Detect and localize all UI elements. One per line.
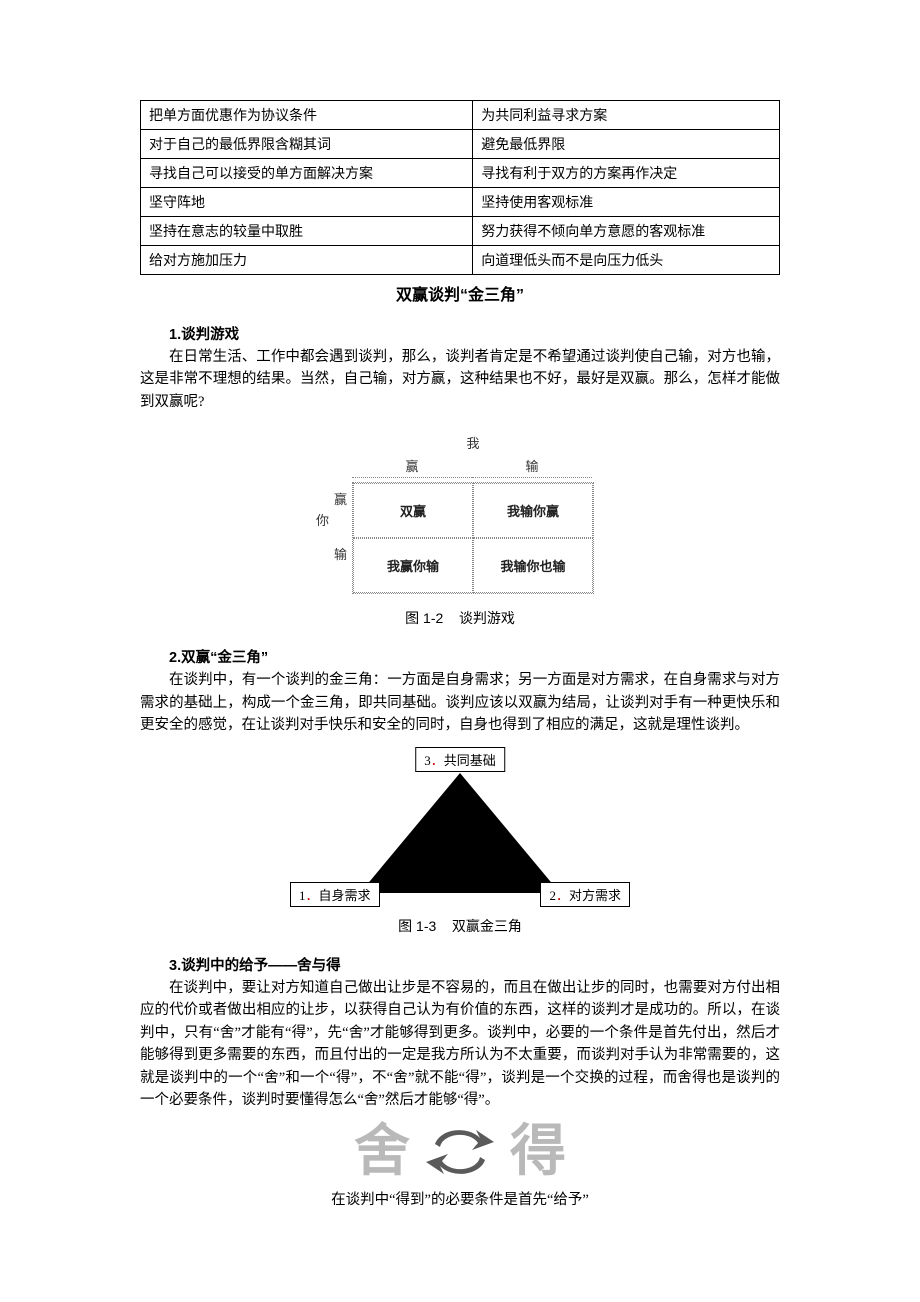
table-row: 对于自己的最低界限含糊其词 避免最低界限 xyxy=(141,130,780,159)
matrix-col-headers: 赢 输 xyxy=(352,456,594,478)
table-caption: 双赢谈判“金三角” xyxy=(140,281,780,305)
matrix-row-labels: 赢 输 xyxy=(334,471,347,581)
triangle-shape xyxy=(360,773,560,893)
matrix-cell: 双赢 xyxy=(353,483,473,538)
figure-caption-text: 谈判游戏 xyxy=(459,610,515,626)
figure-caption-text: 双赢金三角 xyxy=(452,918,522,934)
section-1-heading: 1.谈判游戏 xyxy=(140,323,780,344)
table-cell: 寻找有利于双方的方案再作决定 xyxy=(473,159,780,188)
matrix-cell: 我输你也输 xyxy=(473,538,593,593)
label-dot-icon: ． xyxy=(306,888,319,903)
table-cell: 坚守阵地 xyxy=(141,188,473,217)
table-cell: 为共同利益寻求方案 xyxy=(473,101,780,130)
figure-1-3: 3．共同基础 1．自身需求 2．对方需求 图 1-3 双赢金三角 xyxy=(140,747,780,936)
section-3-heading: 3.谈判中的给予——舍与得 xyxy=(140,954,780,975)
section-2-heading: 2.双赢“金三角” xyxy=(140,646,780,667)
comparison-table: 把单方面优惠作为协议条件 为共同利益寻求方案 对于自己的最低界限含糊其词 避免最… xyxy=(140,100,780,275)
table-cell: 坚持在意志的较量中取胜 xyxy=(141,217,473,246)
section-3-paragraph: 在谈判中，要让对方知道自己做出让步是不容易的，而且在做出让步的同时，也需要对方付… xyxy=(140,977,780,1112)
triangle-label-bottom-left: 1．自身需求 xyxy=(290,882,380,907)
shede-graphic: 舍 得 xyxy=(354,1122,566,1182)
table-row: 寻找自己可以接受的单方面解决方案 寻找有利于双方的方案再作决定 xyxy=(141,159,780,188)
matrix-grid: 双赢 我输你赢 我赢你输 我输你也输 xyxy=(352,482,594,594)
triangle-label-bl-text: 自身需求 xyxy=(319,888,371,903)
matrix-cell: 我输你赢 xyxy=(473,483,593,538)
table-cell: 对于自己的最低界限含糊其词 xyxy=(141,130,473,159)
matrix-top-axis: 我 xyxy=(352,433,594,452)
shede-right-char: 得 xyxy=(510,1124,566,1180)
triangle-label-top: 3．共同基础 xyxy=(415,747,505,772)
cycle-arrows-icon xyxy=(420,1122,500,1182)
figure-1-2-caption: 图 1-2 谈判游戏 xyxy=(140,608,780,628)
table-cell: 努力获得不倾向单方意愿的客观标准 xyxy=(473,217,780,246)
matrix-row-label: 赢 xyxy=(334,471,347,526)
triangle-label-top-text: 共同基础 xyxy=(444,753,496,768)
triangle-label-br-text: 对方需求 xyxy=(569,888,621,903)
table-cell: 坚持使用客观标准 xyxy=(473,188,780,217)
table-cell: 给对方施加压力 xyxy=(141,246,473,275)
label-dot-icon: ． xyxy=(431,753,444,768)
table-row: 给对方施加压力 向道理低头而不是向压力低头 xyxy=(141,246,780,275)
figure-1-2: 我 赢 输 你 赢 输 双赢 我输你赢 我赢你输 我输你也输 图 1-2 谈判游… xyxy=(140,423,780,628)
matrix-diagram: 我 赢 输 你 赢 输 双赢 我输你赢 我赢你输 我输你也输 xyxy=(316,423,604,604)
table-row: 坚守阵地 坚持使用客观标准 xyxy=(141,188,780,217)
figure-1-3-caption: 图 1-3 双赢金三角 xyxy=(140,916,780,936)
table-row: 坚持在意志的较量中取胜 努力获得不倾向单方意愿的客观标准 xyxy=(141,217,780,246)
triangle-diagram: 3．共同基础 1．自身需求 2．对方需求 xyxy=(280,747,640,907)
matrix-col-label: 输 xyxy=(472,456,592,478)
table-row: 把单方面优惠作为协议条件 为共同利益寻求方案 xyxy=(141,101,780,130)
label-dot-icon: ． xyxy=(556,888,569,903)
figure-caption-prefix: 图 1-3 xyxy=(398,918,436,934)
matrix-row-label: 输 xyxy=(334,526,347,581)
table-cell: 把单方面优惠作为协议条件 xyxy=(141,101,473,130)
triangle-label-bottom-right: 2．对方需求 xyxy=(540,882,630,907)
section-1-paragraph: 在日常生活、工作中都会遇到谈判，那么，谈判者肯定是不希望通过谈判使自己输，对方也… xyxy=(140,346,780,413)
table-cell: 向道理低头而不是向压力低头 xyxy=(473,246,780,275)
matrix-cell: 我赢你输 xyxy=(353,538,473,593)
figure-caption-prefix: 图 1-2 xyxy=(405,610,443,626)
figure-shede: 舍 得 在谈判中“得到”的必要条件是首先“给予” xyxy=(140,1122,780,1209)
shede-caption: 在谈判中“得到”的必要条件是首先“给予” xyxy=(140,1188,780,1209)
section-2-paragraph: 在谈判中，有一个谈判的金三角：一方面是自身需求；另一方面是对方需求，在自身需求与… xyxy=(140,669,780,736)
table-cell: 寻找自己可以接受的单方面解决方案 xyxy=(141,159,473,188)
table-cell: 避免最低界限 xyxy=(473,130,780,159)
matrix-left-axis: 你 xyxy=(316,510,329,529)
document-page: 把单方面优惠作为协议条件 为共同利益寻求方案 对于自己的最低界限含糊其词 避免最… xyxy=(0,0,920,1293)
shede-left-char: 舍 xyxy=(354,1124,410,1180)
matrix-col-label: 赢 xyxy=(352,456,472,478)
